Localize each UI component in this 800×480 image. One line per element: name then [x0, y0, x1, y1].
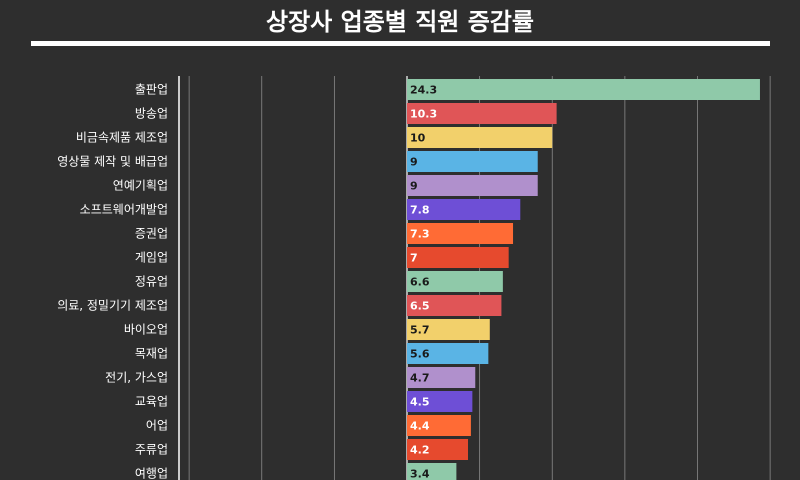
category-label: 목재업: [135, 347, 168, 361]
category-label: 비금속제품 제조업: [76, 131, 168, 145]
data-label: 10: [410, 132, 426, 145]
category-label: 연예기획업: [113, 179, 168, 193]
category-label: 여행업: [135, 466, 168, 480]
bar: [407, 127, 553, 148]
category-label: 게임업: [135, 251, 168, 265]
bar: [407, 367, 476, 388]
bar: [407, 391, 473, 412]
category-label: 어업: [146, 419, 168, 433]
data-label: 4.2: [410, 444, 430, 457]
category-label: 교육업: [135, 395, 168, 409]
category-label: 소프트웨어개발업: [80, 203, 168, 217]
data-label: 5.7: [410, 324, 430, 337]
bar: [407, 247, 509, 268]
bar: [407, 175, 538, 196]
title-underline: [31, 41, 770, 46]
data-label: 6.5: [410, 300, 430, 313]
chart-title: 상장사 업종별 직원 증감률: [266, 8, 534, 36]
category-label: 바이오업: [124, 323, 168, 337]
bar: [407, 439, 469, 460]
data-label: 4.4: [410, 420, 430, 433]
bar: [407, 415, 471, 436]
category-label: 전기, 가스업: [105, 371, 168, 385]
data-label: 4.5: [410, 396, 430, 409]
bar: [407, 151, 538, 172]
category-label: 영상물 제작 및 배급업: [57, 155, 168, 169]
bar: [407, 79, 760, 100]
data-label: 4.7: [410, 372, 430, 385]
data-label: 3.4: [410, 468, 430, 480]
bar: [407, 271, 503, 292]
bar: [407, 295, 502, 316]
data-label: 9: [410, 156, 418, 169]
category-label: 방송업: [135, 107, 168, 121]
category-label: 증권업: [135, 227, 168, 241]
data-label: 9: [410, 180, 418, 193]
bar: [407, 103, 557, 124]
bar: [407, 319, 490, 340]
category-label: 의료, 정밀기기 제조업: [57, 299, 168, 313]
category-label: 주류업: [135, 443, 168, 457]
data-label: 7: [410, 252, 418, 265]
data-label: 5.6: [410, 348, 430, 361]
bar: [407, 223, 514, 244]
data-label: 7.3: [410, 228, 430, 241]
bar: [407, 343, 489, 364]
bar: [407, 463, 457, 480]
bar: [407, 199, 521, 220]
category-label: 출판업: [135, 83, 168, 97]
data-label: 6.6: [410, 276, 430, 289]
category-label: 정유업: [135, 275, 168, 289]
data-label: 7.8: [410, 204, 430, 217]
data-label: 10.3: [410, 108, 437, 121]
data-label: 24.3: [410, 84, 437, 97]
